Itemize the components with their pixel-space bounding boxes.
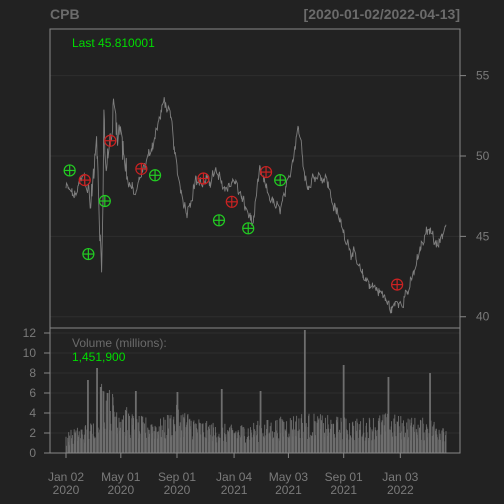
buy-marker [212, 214, 226, 227]
date-tick-label: Jan 04 [216, 470, 252, 484]
volume-bars [65, 330, 447, 453]
volume-grid [50, 332, 460, 434]
sell-marker [135, 162, 148, 175]
volume-axis: 0 2 4 6 8 10 12 [23, 326, 50, 460]
date-tick-label: Sep 01 [158, 470, 196, 484]
date-tick-label: Jan 02 [48, 470, 84, 484]
buy-marker [242, 222, 255, 235]
date-tick-year: 2020 [107, 483, 134, 497]
volume-tick-label: 6 [29, 386, 36, 400]
buy-marker [63, 164, 76, 177]
volume-last-value: 1,451,900 [72, 350, 126, 364]
price-axis: 40 45 50 55 [460, 69, 490, 324]
volume-tick-label: 8 [29, 366, 36, 380]
trade-markers [63, 134, 404, 291]
sell-marker [259, 165, 273, 179]
buy-marker [274, 174, 287, 187]
price-tick-label: 50 [476, 149, 490, 163]
date-tick-year: 2020 [53, 483, 80, 497]
sell-marker [197, 172, 210, 185]
sell-marker [391, 278, 404, 291]
chart-title: CPB [50, 6, 80, 22]
price-tick-label: 40 [476, 310, 490, 324]
price-line [65, 97, 447, 314]
date-tick-year: 2021 [275, 483, 302, 497]
price-tick-label: 45 [476, 229, 490, 243]
date-tick-label: May 03 [269, 470, 309, 484]
date-tick-year: 2022 [387, 483, 414, 497]
sell-marker [225, 195, 238, 208]
date-tick-label: May 01 [101, 470, 141, 484]
volume-tick-label: 0 [29, 446, 36, 460]
last-price-label: Last 45.810001 [72, 36, 155, 50]
sell-marker [78, 174, 91, 187]
date-tick-label: Jan 03 [382, 470, 418, 484]
buy-marker [148, 169, 162, 182]
date-range-label: [2020-01-02/2022-04-13] [304, 6, 460, 22]
sell-marker [104, 134, 117, 147]
volume-tick-label: 4 [29, 406, 36, 420]
date-tick-label: Sep 01 [325, 470, 363, 484]
price-tick-label: 55 [476, 69, 490, 83]
date-tick-year: 2020 [164, 483, 191, 497]
buy-marker [82, 247, 95, 261]
buy-marker [98, 194, 111, 208]
volume-tick-label: 2 [29, 426, 36, 440]
volume-tick-label: 10 [23, 346, 37, 360]
volume-panel-border [49, 327, 461, 454]
volume-tick-label: 12 [23, 326, 37, 340]
date-tick-year: 2021 [330, 483, 357, 497]
volume-label: Volume (millions): [72, 336, 167, 350]
price-grid [50, 75, 460, 318]
date-tick-year: 2021 [221, 483, 248, 497]
